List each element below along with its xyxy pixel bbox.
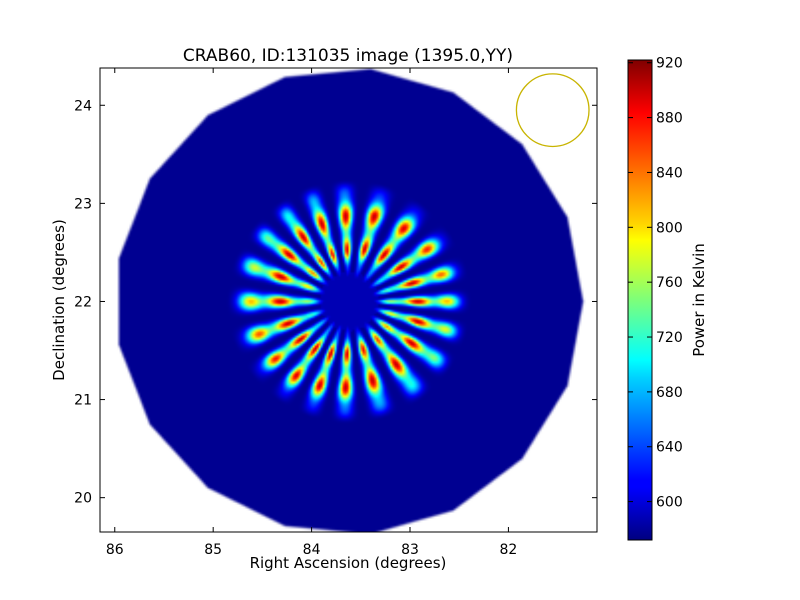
- colorbar-tick-label: 920: [656, 56, 683, 72]
- x-tick-label: 84: [303, 542, 321, 558]
- y-axis: 20 21 22 23 24: [74, 98, 597, 507]
- colorbar: [627, 59, 653, 541]
- x-tick-label: 82: [500, 542, 518, 558]
- colorbar-tick-label: 600: [656, 495, 683, 511]
- colorbar-tick-label: 840: [656, 165, 683, 181]
- colorbar-tick-label: 800: [656, 220, 683, 236]
- colorbar-tick-label: 760: [656, 275, 683, 291]
- y-tick-label: 20: [74, 491, 92, 507]
- plot-frame: [99, 67, 598, 533]
- colorbar-label: Power in Kelvin: [690, 243, 708, 357]
- x-tick-label: 83: [401, 542, 419, 558]
- y-axis-label: Declination (degrees): [50, 219, 68, 381]
- colorbar-tick-label: 720: [656, 330, 683, 346]
- chart-title: CRAB60, ID:131035 image (1395.0,YY): [183, 46, 513, 66]
- x-tick-label: 85: [204, 542, 222, 558]
- beam-ellipse: [515, 73, 590, 148]
- colorbar-tick-label: 880: [656, 111, 683, 127]
- heatmap-image: [100, 68, 597, 532]
- x-axis: 86 85 84 83 82: [106, 68, 517, 558]
- colorbar-tick-label: 640: [656, 440, 683, 456]
- colorbar-tick-label: 680: [656, 385, 683, 401]
- colorbar-axis: 600 640 680 720 760 800 840 880 920: [628, 56, 683, 511]
- y-tick-label: 24: [74, 98, 92, 114]
- y-tick-label: 23: [74, 196, 92, 212]
- x-axis-label: Right Ascension (degrees): [250, 554, 447, 572]
- y-tick-label: 21: [74, 393, 92, 409]
- y-tick-label: 22: [74, 294, 92, 310]
- x-tick-label: 86: [106, 542, 124, 558]
